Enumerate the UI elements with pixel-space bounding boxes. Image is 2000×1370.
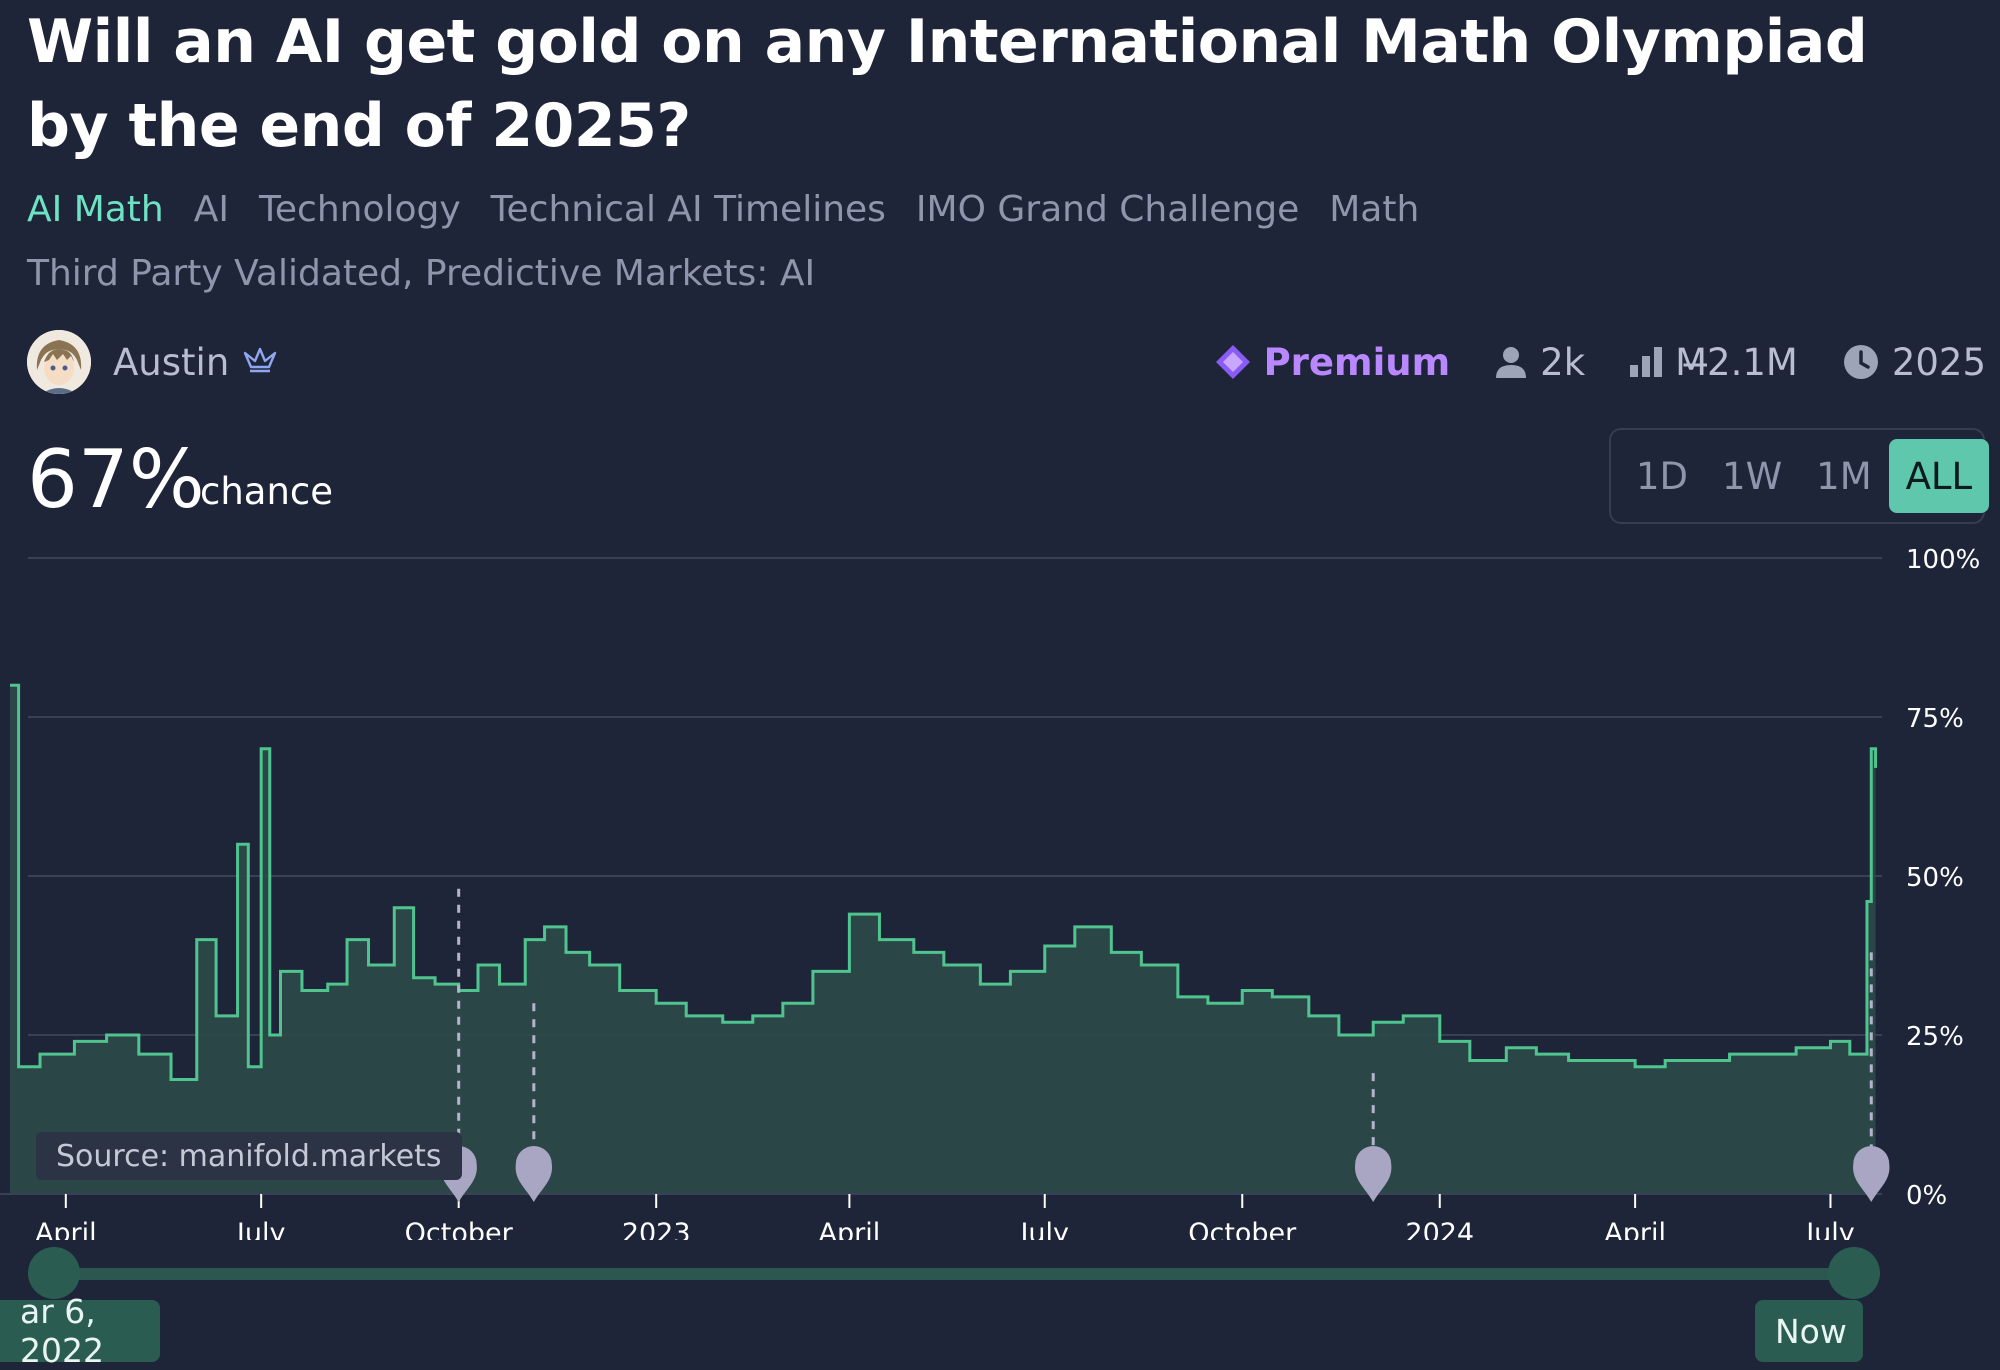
x-tick-label: April [1604,1218,1666,1240]
range-all-button[interactable]: ALL [1889,439,1990,513]
diamond-icon [1214,343,1252,381]
question-title: Will an AI get gold on any International… [27,0,1967,168]
author[interactable]: Austin [27,330,279,394]
x-tick-label: 2023 [622,1218,691,1240]
x-tick-label: October [1188,1218,1297,1240]
tag-list: AI Math AI Technology Technical AI Timeline… [27,182,1927,238]
range-1d-button[interactable]: 1D [1619,439,1705,513]
tag-ai[interactable]: AI [194,189,229,230]
source-label: Source: manifold.markets [36,1132,462,1180]
volume-amount: M̶2.1M [1675,341,1798,384]
probability-value: 67% [27,432,205,528]
range-1w-button[interactable]: 1W [1705,439,1799,513]
x-tick-label: April [819,1218,881,1240]
y-tick-label: 100% [1906,545,1980,575]
y-tick-label: 75% [1906,704,1964,734]
tag-third-party[interactable]: Third Party Validated, Predictive Market… [27,246,815,302]
traders-count: 2k [1540,341,1585,384]
author-name[interactable]: Austin [113,341,229,384]
close-date-stat[interactable]: 2025 [1842,341,1986,384]
y-tick-label: 0% [1906,1181,1947,1211]
probability-area [10,685,1876,1194]
y-tick-label: 25% [1906,1022,1964,1052]
x-tick-label: July [235,1218,286,1240]
x-tick-label: July [1018,1218,1069,1240]
user-icon [1494,345,1528,379]
tag-technical-ai-timelines[interactable]: Technical AI Timelines [491,189,886,230]
slider-end-label: Now [1755,1300,1863,1362]
x-tick-label: April [35,1218,97,1240]
probability-label: chance [200,470,333,513]
premium-label: Premium [1264,341,1451,384]
range-1m-button[interactable]: 1M [1799,439,1888,513]
clock-icon [1842,343,1880,381]
tag-ai-math[interactable]: AI Math [27,189,164,230]
x-tick-label: July [1804,1218,1855,1240]
volume-stat[interactable]: M̶2.1M [1629,341,1798,384]
crown-icon [241,345,279,379]
tag-technology[interactable]: Technology [259,189,461,230]
time-slider-track[interactable] [54,1268,1854,1280]
x-tick-label: October [405,1218,514,1240]
traders-stat[interactable]: 2k [1494,341,1585,384]
market-stats: Premium 2k M̶2.1M 2025 [1170,330,1986,394]
avatar[interactable] [27,330,91,394]
premium-badge[interactable]: Premium [1214,341,1451,384]
x-tick-label: 2024 [1405,1218,1474,1240]
tag-imo-grand-challenge[interactable]: IMO Grand Challenge [916,189,1299,230]
close-year: 2025 [1892,341,1986,384]
slider-end-handle[interactable] [1828,1247,1880,1299]
bar-chart-icon [1629,347,1663,377]
time-range-selector: 1D 1W 1M ALL [1609,428,1985,524]
y-tick-label: 50% [1906,863,1964,893]
tag-math[interactable]: Math [1329,189,1419,230]
slider-start-date: ar 6, 2022 [0,1300,160,1362]
